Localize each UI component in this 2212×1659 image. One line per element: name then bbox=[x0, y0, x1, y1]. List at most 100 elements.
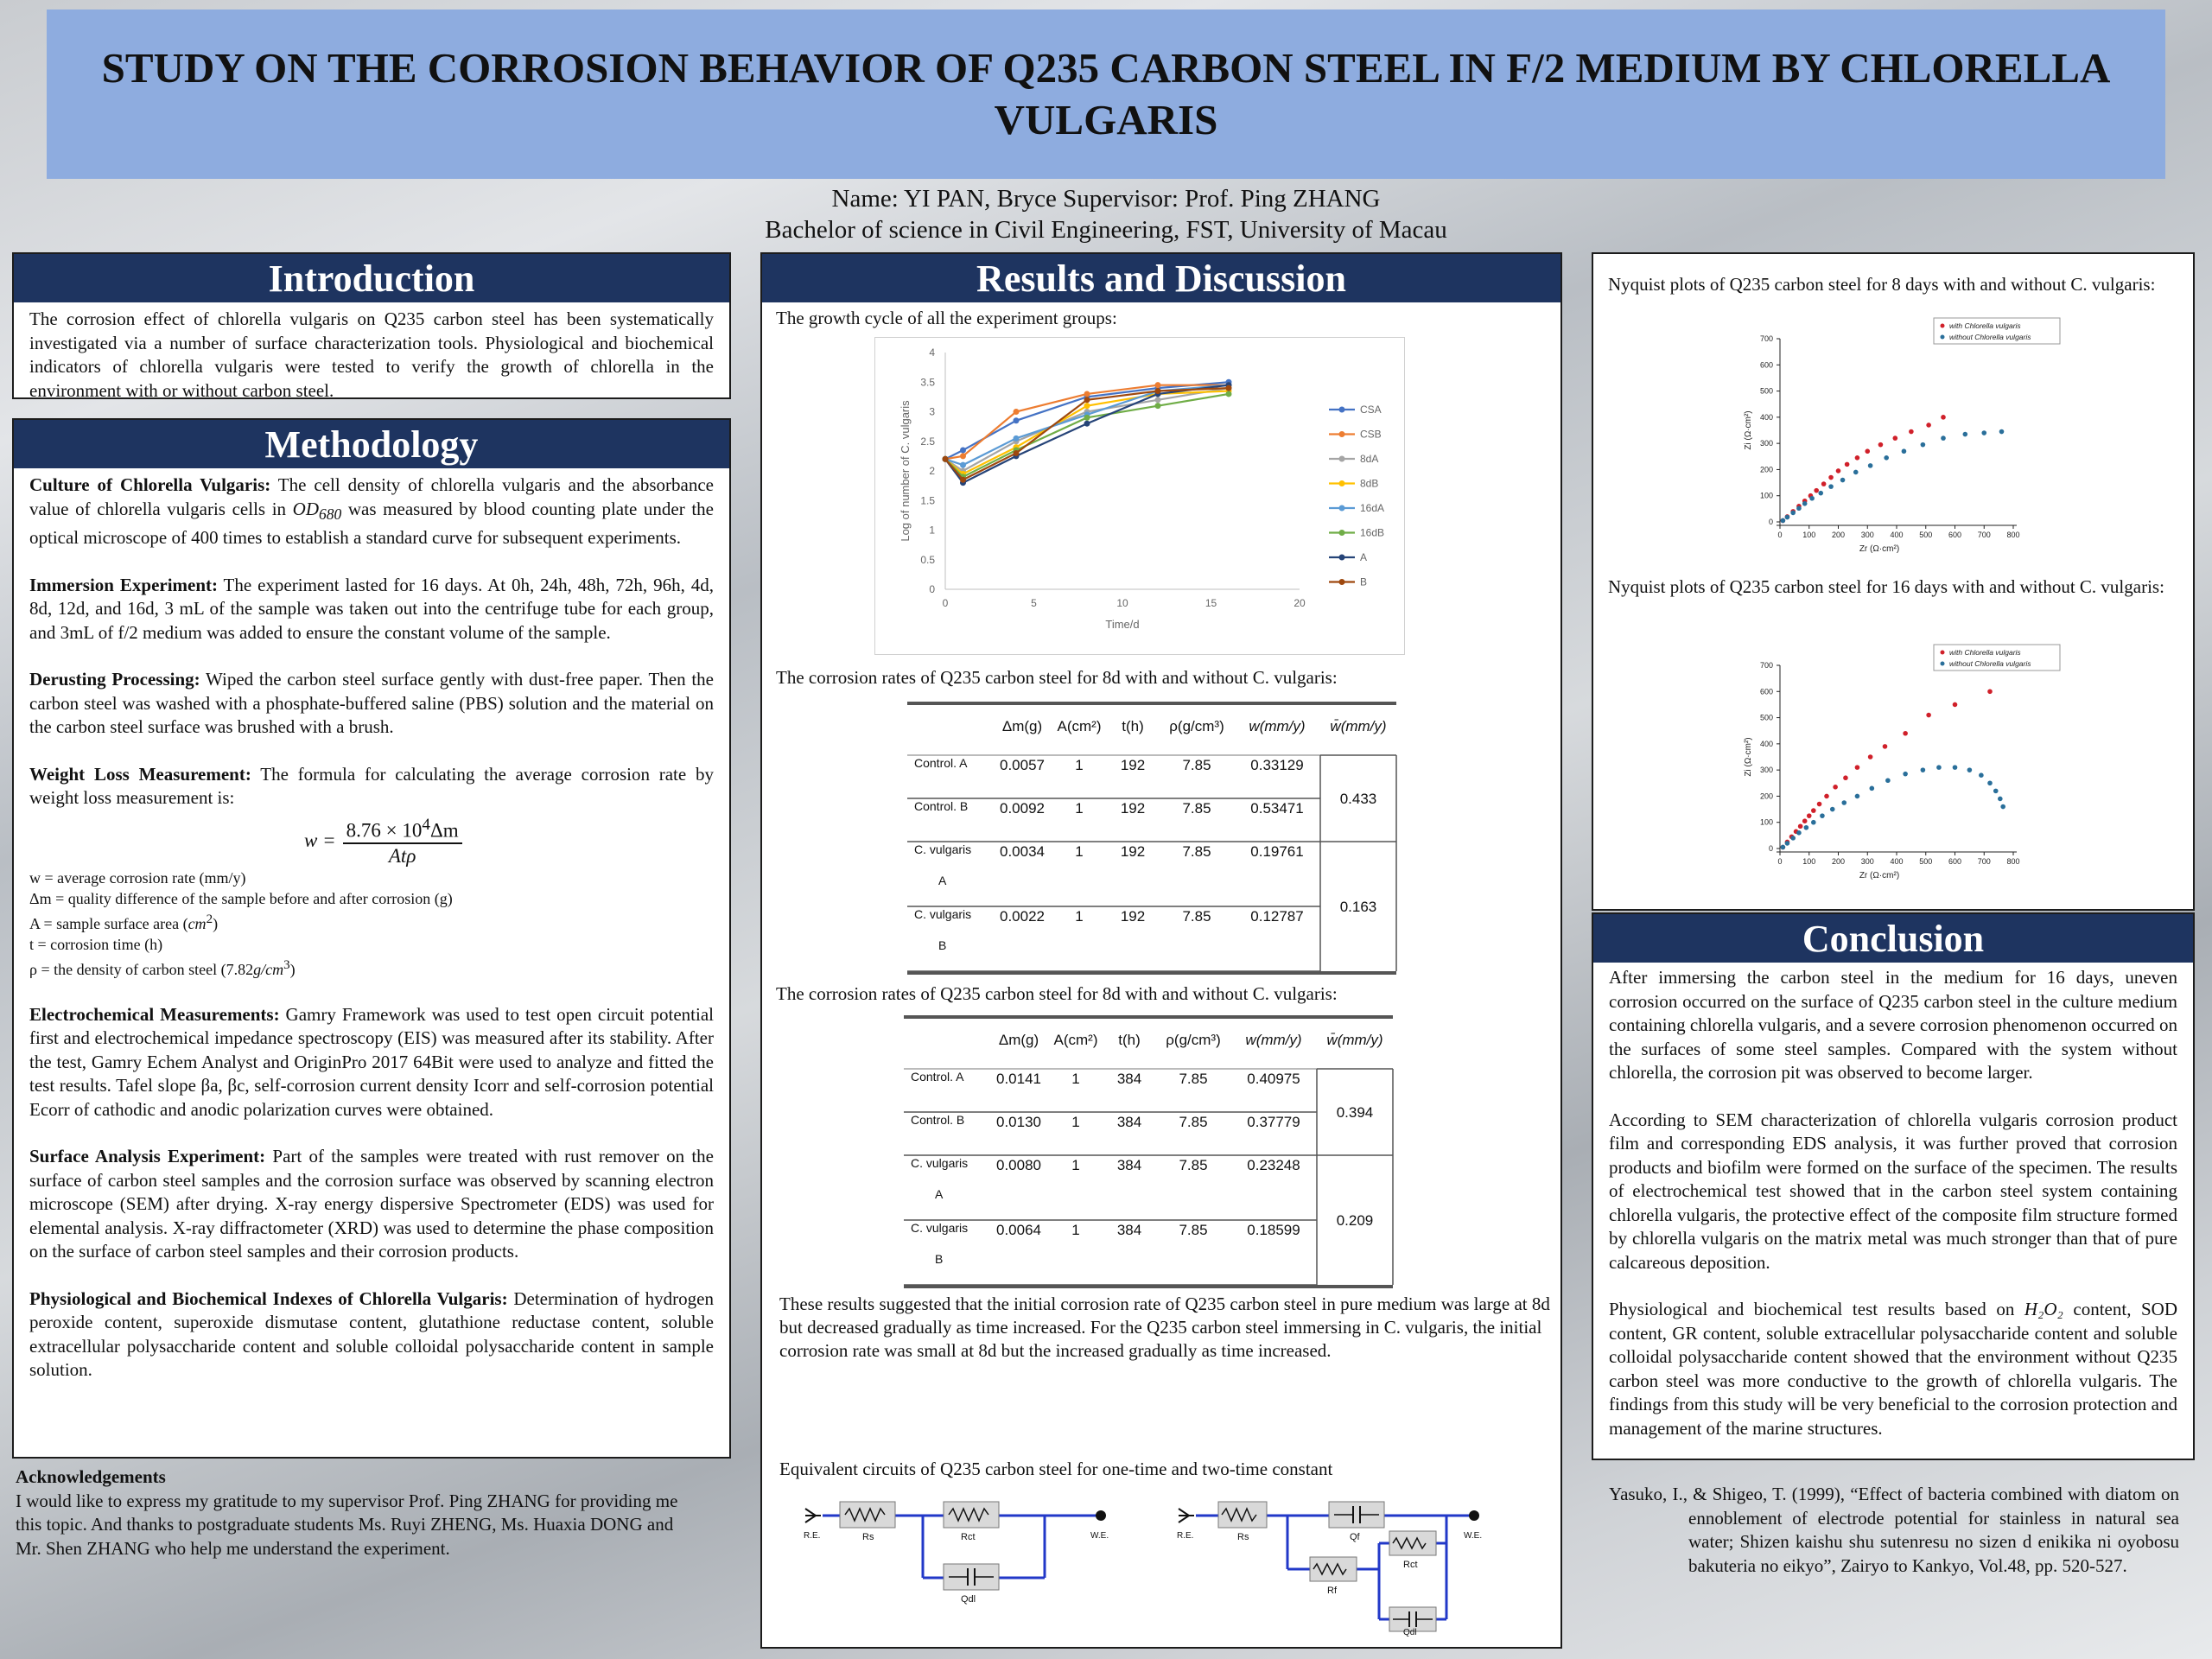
data-point bbox=[1790, 836, 1796, 841]
legend-marker bbox=[1338, 505, 1345, 512]
table-cell: 384 bbox=[1117, 1071, 1141, 1087]
table-header-cell: t(h) bbox=[1118, 1032, 1141, 1048]
svg-text:Rs: Rs bbox=[862, 1532, 874, 1542]
table-header-cell: ρ(g/cm³) bbox=[1169, 718, 1224, 734]
legend-marker bbox=[1940, 323, 1945, 328]
electro-label: Electrochemical Measurements: bbox=[29, 1003, 280, 1025]
data-point bbox=[1154, 382, 1161, 389]
data-point bbox=[1811, 819, 1816, 825]
y-tick-label: 500 bbox=[1760, 387, 1773, 396]
data-point bbox=[1084, 420, 1090, 427]
table-cell: 0.0080 bbox=[996, 1157, 1041, 1173]
series-line-A bbox=[944, 384, 1230, 485]
table-cell: 192 bbox=[1121, 843, 1145, 860]
methodology-heading: Methodology bbox=[14, 420, 729, 468]
svg-text:Qdl: Qdl bbox=[1403, 1628, 1417, 1637]
x-tick-label: 400 bbox=[1890, 857, 1903, 866]
conclusion-body: After immersing the carbon steel in the … bbox=[1593, 963, 2193, 1440]
table-header-cell: A(cm²) bbox=[1054, 1032, 1098, 1048]
table-cell: 192 bbox=[1121, 800, 1145, 817]
x-tick-label: 10 bbox=[1116, 597, 1128, 609]
circuit2-qf-capacitor: Qf bbox=[1328, 1501, 1385, 1542]
derusting-text: Wiped the carbon steel surface gently wi… bbox=[29, 669, 714, 738]
culture-label: Culture of Chlorella Vulgaris: bbox=[29, 474, 271, 495]
data-point bbox=[1903, 730, 1908, 736]
data-point bbox=[1878, 442, 1884, 448]
legend-label: without Chlorella vulgaris bbox=[1949, 659, 2031, 668]
data-point bbox=[1084, 403, 1090, 410]
table-row-label: Control. B bbox=[911, 1113, 964, 1127]
table-row-label: C. vulgaris bbox=[911, 1221, 968, 1235]
corrosion-table-grid: Δm(g) A(cm²) t(h) ρ(g/cm³) w(mm/y) w̄(mm/y) Co… bbox=[907, 702, 1397, 975]
table-cell: 192 bbox=[1121, 757, 1145, 773]
culture-text-2: was measured by blood counting plate und… bbox=[29, 498, 714, 549]
immersion-text: The experiment lasted for 16 days. At 0h… bbox=[29, 574, 714, 643]
data-point bbox=[1869, 785, 1875, 791]
legend-label-16dA: 16dA bbox=[1360, 502, 1384, 514]
introduction-heading: Introduction bbox=[14, 254, 729, 302]
data-point bbox=[1154, 403, 1161, 410]
data-point bbox=[942, 455, 949, 462]
circuit2-rs-resistor: Rs bbox=[1217, 1501, 1268, 1542]
data-point bbox=[1829, 806, 1835, 812]
h2o2-symbol: H₂O₂ bbox=[2024, 1299, 2063, 1319]
data-point bbox=[1780, 844, 1786, 850]
table-cell: 7.85 bbox=[1179, 1071, 1207, 1087]
x-axis-label: Zr (Ω·cm²) bbox=[1859, 871, 1899, 880]
conclusion-p2: According to SEM characterization of chl… bbox=[1609, 1109, 2177, 1273]
y-tick-label: 400 bbox=[1760, 740, 1773, 748]
data-point bbox=[1867, 754, 1873, 760]
svg-text:Rs: Rs bbox=[1237, 1532, 1249, 1542]
circuit1-rct-resistor: Rct bbox=[943, 1501, 1000, 1542]
data-point bbox=[1841, 800, 1847, 805]
legend-marker bbox=[1338, 554, 1345, 561]
data-point bbox=[960, 476, 966, 483]
circuit2-rct-resistor: Rct bbox=[1389, 1530, 1437, 1570]
discussion-text: These results suggested that the initial… bbox=[779, 1294, 1550, 1361]
table-row-label: Control. B bbox=[914, 799, 968, 813]
table-cell: 7.85 bbox=[1182, 843, 1211, 860]
table-cell: 1 bbox=[1071, 1071, 1079, 1087]
legend-label-CSA: CSA bbox=[1360, 404, 1382, 416]
table-cell: 1 bbox=[1071, 1114, 1079, 1130]
growth-chart: 0 0.5 1 1.5 2 2.5 3 3.5 4 0 5 10 15 20 Time/d Log of nu… bbox=[874, 337, 1405, 655]
x-axis-label: Zr (Ω·cm²) bbox=[1859, 544, 1899, 554]
author-affiliation: Bachelor of science in Civil Engineering… bbox=[765, 216, 1447, 244]
legend-box bbox=[1933, 317, 2061, 345]
data-point bbox=[1814, 487, 1819, 493]
data-point bbox=[1802, 501, 1808, 506]
y-tick-label: 500 bbox=[1760, 714, 1773, 722]
x-tick-label: 5 bbox=[1031, 597, 1037, 609]
series-line-16dB bbox=[944, 392, 1230, 479]
table-header-cell: ρ(g/cm³) bbox=[1166, 1032, 1221, 1048]
legend-marker bbox=[1338, 480, 1345, 486]
circuit2-qdl-capacitor: Qdl bbox=[1389, 1606, 1437, 1637]
weightloss-paragraph: Weight Loss Measurement: The formula for… bbox=[29, 763, 714, 810]
y-tick-label: 300 bbox=[1760, 766, 1773, 774]
data-point bbox=[1926, 712, 1931, 718]
acknowledgements: Acknowledgements I would like to express… bbox=[16, 1465, 690, 1560]
data-point bbox=[1790, 510, 1796, 516]
physio-paragraph: Physiological and Biochemical Indexes of… bbox=[29, 1287, 714, 1382]
immersion-paragraph: Immersion Experiment: The experiment las… bbox=[29, 574, 714, 645]
table-cell: 0.0141 bbox=[996, 1071, 1041, 1087]
table-cell: 384 bbox=[1117, 1114, 1141, 1130]
y-tick-label: 200 bbox=[1760, 465, 1773, 474]
table-row-label-2: A bbox=[938, 874, 947, 887]
nyquist-8d-caption: Nyquist plots of Q235 carbon steel for 8… bbox=[1608, 274, 2156, 295]
x-tick-label: 20 bbox=[1294, 597, 1306, 609]
table-cell: 0.37779 bbox=[1247, 1114, 1300, 1130]
data-point bbox=[1809, 495, 1815, 501]
table-header-cell: w̄(mm/y) bbox=[1330, 718, 1386, 734]
table-cell: 0.0057 bbox=[1000, 757, 1045, 773]
legend-label-8dA: 8dA bbox=[1360, 453, 1378, 465]
data-point bbox=[1013, 409, 1020, 415]
series-line-CSA bbox=[944, 381, 1230, 461]
data-point bbox=[1987, 689, 1993, 695]
y-axis-label: Zi (Ω·cm²) bbox=[1744, 410, 1753, 449]
legend-marker bbox=[1338, 579, 1345, 585]
data-point bbox=[1803, 824, 1809, 830]
table-cell: 0.0092 bbox=[1000, 800, 1045, 817]
data-point bbox=[1941, 415, 1946, 420]
table-row-label: Control. A bbox=[911, 1070, 964, 1084]
